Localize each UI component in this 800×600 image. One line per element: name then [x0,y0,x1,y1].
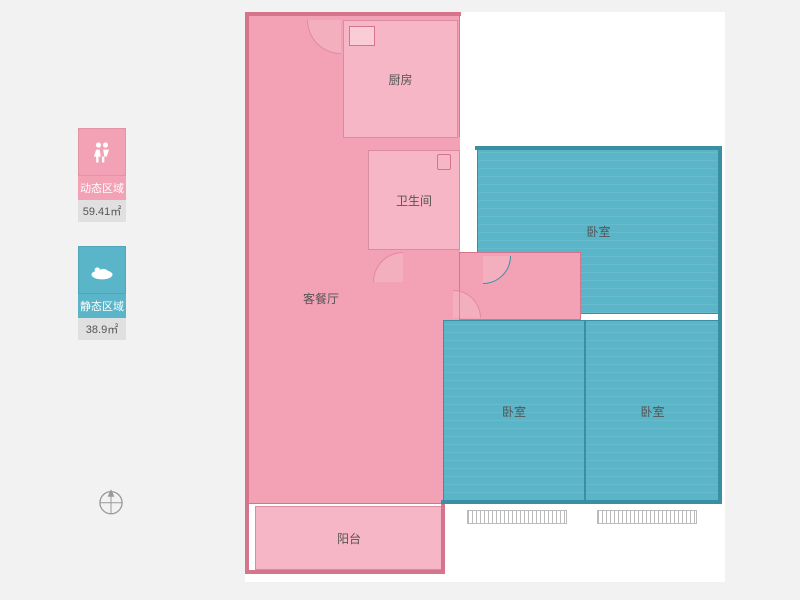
floor-plan: 客餐厅 厨房 卫生间 卧室 卧室 卧室 阳台 [245,12,725,582]
sleep-icon [78,246,126,294]
room-kitchen-label: 厨房 [388,71,412,88]
room-balcony: 阳台 [255,506,443,570]
legend: 动态区域 59.41㎡ 静态区域 38.9㎡ [78,128,136,364]
wall [245,12,249,572]
bath-fixture-icon [437,154,451,170]
legend-static: 静态区域 38.9㎡ [78,246,136,340]
room-balcony-label: 阳台 [337,530,361,547]
balcony-rail [467,510,567,524]
room-bedroom-2-label: 卧室 [502,403,526,420]
legend-dynamic-label: 动态区域 [78,176,126,200]
wall [441,500,721,504]
legend-static-label: 静态区域 [78,294,126,318]
legend-dynamic-value: 59.41㎡ [78,200,126,222]
wall [245,570,445,574]
room-bedroom-2: 卧室 [443,320,585,502]
wall [718,146,722,504]
room-bedroom-1-label: 卧室 [586,223,610,240]
legend-static-value: 38.9㎡ [78,318,126,340]
legend-dynamic: 动态区域 59.41㎡ [78,128,136,222]
room-bedroom-3-label: 卧室 [640,403,664,420]
wall [475,146,721,150]
wall [441,502,445,572]
room-bath-label: 卫生间 [396,192,432,209]
people-icon [78,128,126,176]
room-living-label: 客餐厅 [303,290,339,307]
balcony-rail [597,510,697,524]
kitchen-sink-icon [349,26,375,46]
room-bedroom-3: 卧室 [585,320,720,502]
wall [245,12,461,16]
compass-icon [94,484,128,518]
